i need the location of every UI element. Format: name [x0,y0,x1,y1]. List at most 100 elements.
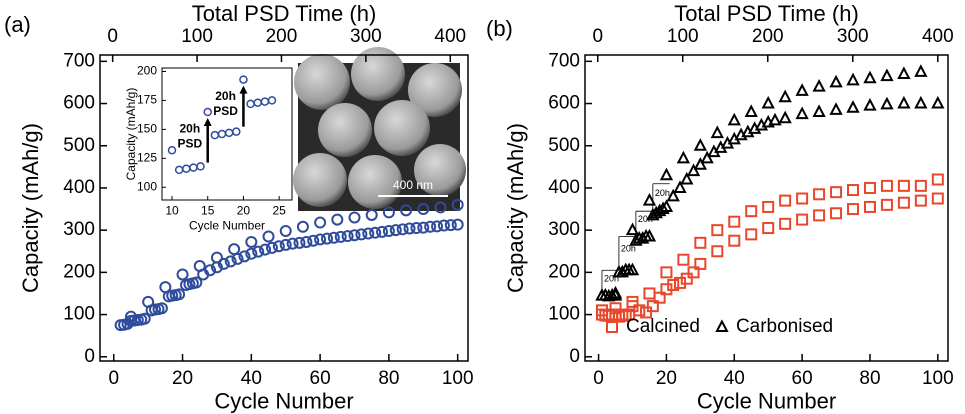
annotation-arrowhead [203,118,212,126]
marker-square [762,200,775,213]
x-tick-label: 40 [724,368,745,389]
marker-square [711,245,724,258]
panel-label: (b) [486,16,513,41]
sem-image: 400 nm [293,47,466,211]
y-axis-label: Capacity (mAh/g) [503,123,528,293]
marker-circle [203,107,212,117]
marker-triangle [931,95,945,109]
marker-circle [300,235,313,248]
marker-triangle [727,112,741,126]
marker-triangle [897,95,911,109]
x-tick-label: 100 [922,368,954,389]
marker-circle [417,203,430,216]
marker-square [847,184,860,197]
marker-circle [210,130,220,140]
plot-frame [584,54,949,362]
y-tick-label: 300 [548,219,580,240]
marker-circle [341,230,354,243]
marker-triangle [744,104,758,117]
annotation: 20h [638,214,653,224]
marker-circle [217,257,230,270]
legend-label: Carbonised [736,316,833,337]
marker-square [880,198,893,211]
marker-circle [451,218,464,231]
marker-circle [389,224,402,237]
x2-tick-label: 100 [667,26,699,47]
marker-triangle [715,319,729,332]
marker-triangle [795,106,809,120]
x-tick-label: 20 [237,204,251,218]
marker-square [779,217,792,230]
y-tick-label: 100 [137,179,157,193]
marker-square [897,179,910,192]
marker-square [616,309,629,322]
marker-square [863,181,876,194]
marker-square [728,234,741,247]
marker-triangle [625,262,640,276]
marker-triangle [880,68,894,82]
y-tick-label: 300 [63,219,95,240]
marker-circle [424,220,437,233]
y-tick-label: 600 [63,93,95,114]
marker-circle [296,220,309,233]
marker-square [830,186,843,199]
annotation: 20h [215,89,236,103]
marker-square [609,302,622,315]
x-tick-label: 100 [442,368,474,389]
marker-circle [410,222,423,235]
marker-square [931,192,944,205]
marker-circle [252,245,265,258]
marker-circle [267,96,277,105]
marker-circle [245,235,258,248]
marker-square [796,192,809,205]
plot-frame [161,67,293,201]
marker-triangle [659,167,674,181]
marker-circle [314,216,327,229]
marker-triangle [693,157,708,170]
marker-circle [279,225,292,238]
marker-circle [400,204,413,217]
x-tick-label: 20 [172,368,193,389]
marker-circle [431,220,444,233]
marker-circle [327,231,340,244]
marker-circle [259,243,272,256]
marker-circle [334,230,347,243]
marker-square [762,222,775,235]
marker-circle [238,250,251,263]
marker-triangle [700,150,714,164]
marker-circle [403,222,416,235]
marker-circle [265,241,278,254]
y-tick-label: 150 [137,122,157,136]
x-axis-label: Cycle Number [214,389,353,414]
marker-circle [245,247,258,260]
annotation-arrowhead [239,85,248,94]
marker-circle [348,211,361,224]
marker-triangle [676,150,691,164]
marker-square [660,266,673,279]
marker-triangle [795,83,809,96]
annotation: 20h [655,188,670,198]
y-tick-label: 125 [137,150,157,164]
y-tick-label: 200 [137,64,157,78]
marker-square [745,228,758,241]
y-tick-label: 500 [63,135,95,156]
marker-square [914,194,927,207]
x2-tick-label: 400 [434,26,466,47]
y-tick-label: 0 [569,346,580,367]
marker-triangle [778,89,792,103]
marker-circle [307,234,320,247]
marker-circle [159,281,172,294]
marker-square [626,295,639,308]
x2-tick-label: 0 [592,26,603,47]
marker-triangle [666,188,680,202]
marker-square [914,179,927,192]
y-tick-label: 100 [63,304,95,325]
x-tick-label: 40 [241,368,262,389]
marker-circle [320,232,333,245]
marker-square [606,321,618,333]
marker-triangle [686,163,701,177]
marker-circle [217,129,227,139]
marker-triangle [768,112,782,126]
y-tick-label: 200 [548,261,580,282]
marker-triangle [863,98,877,111]
